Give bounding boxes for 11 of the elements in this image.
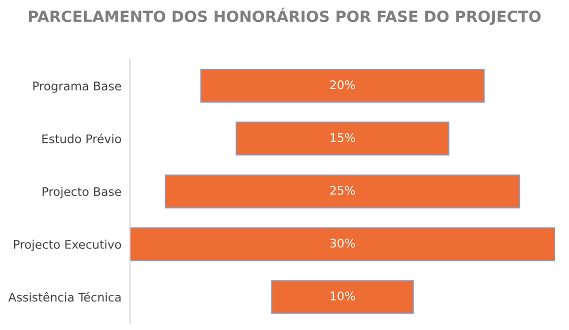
- category-label: Projecto Base: [42, 186, 122, 198]
- category-label: Programa Base: [33, 82, 122, 93]
- text: PARCELAMENTO DOS HONORÁRIOS POR FASE DO PROJECTO: [28, 8, 541, 25]
- data-label: 10%: [330, 291, 355, 300]
- data-label: 15%: [330, 133, 355, 142]
- category-label: Projecto Executivo: [14, 240, 122, 252]
- data-label: 25%: [330, 186, 355, 195]
- data-label: 30%: [330, 238, 355, 248]
- category-label: Assistência Técnica: [8, 292, 121, 302]
- data-label: 20%: [330, 80, 355, 90]
- category-label: Estudo Prévio: [42, 134, 122, 144]
